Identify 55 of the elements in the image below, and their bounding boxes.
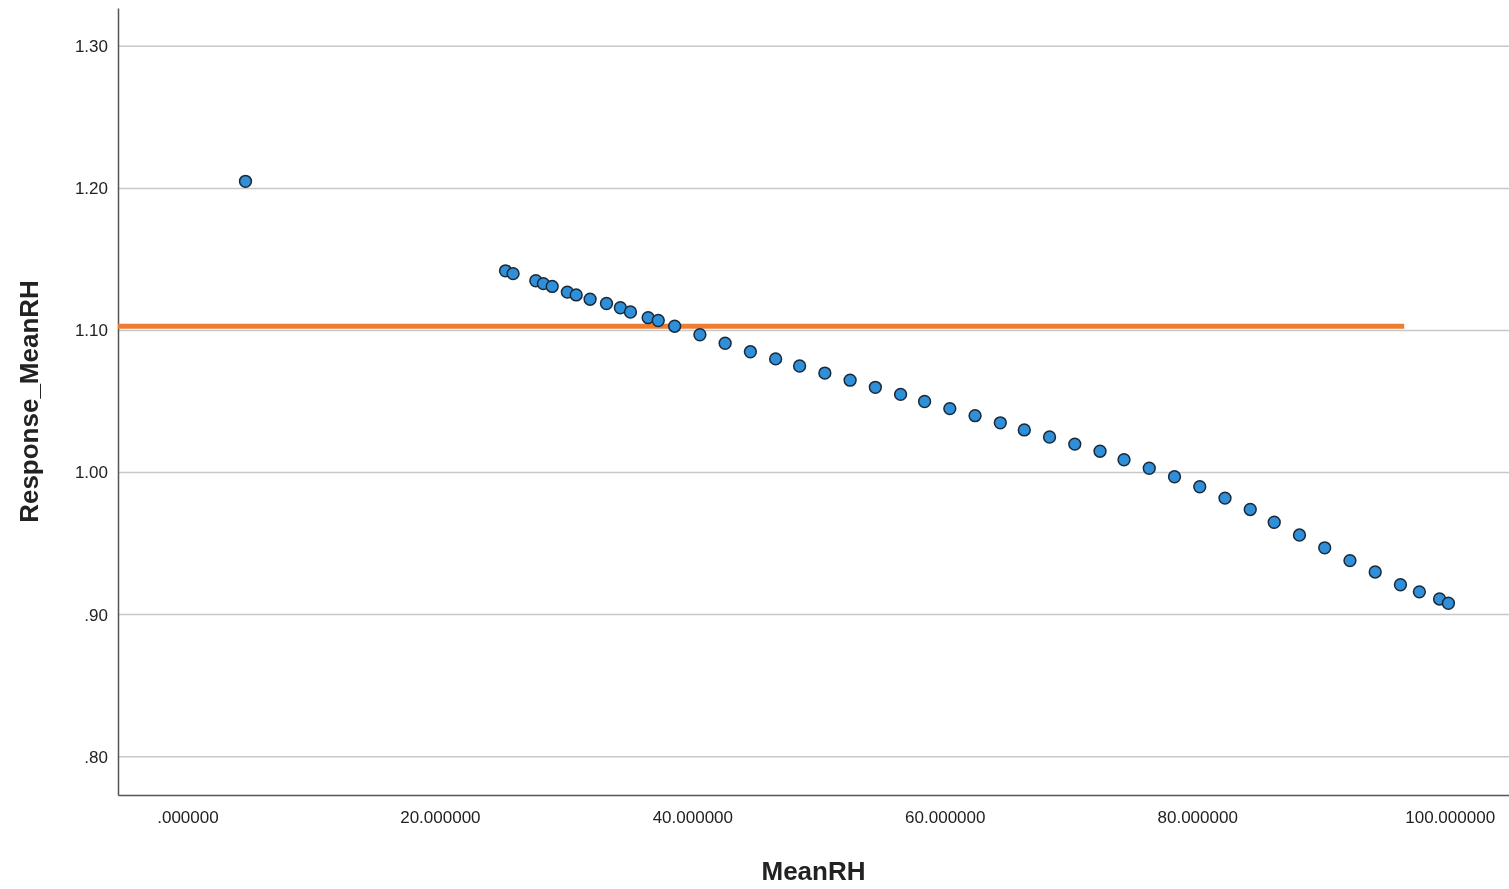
point bbox=[868, 380, 883, 394]
point bbox=[651, 313, 665, 328]
point bbox=[1068, 437, 1082, 451]
point bbox=[545, 279, 559, 294]
y-tick-label: 1.20 bbox=[74, 179, 108, 199]
point bbox=[1142, 461, 1156, 475]
y-tick-label: .90 bbox=[84, 605, 108, 625]
point bbox=[968, 409, 982, 423]
point bbox=[1243, 502, 1257, 517]
point bbox=[743, 345, 758, 359]
point bbox=[1167, 470, 1182, 484]
x-tick-label: .000000 bbox=[157, 808, 219, 828]
point bbox=[943, 401, 957, 416]
point bbox=[792, 359, 807, 373]
x-tick-label: 40.000000 bbox=[652, 808, 734, 828]
point bbox=[1368, 565, 1382, 579]
point bbox=[599, 296, 614, 311]
point bbox=[506, 266, 520, 281]
y-axis-title: Response_MeanRH bbox=[14, 280, 44, 523]
y-tick-label: .80 bbox=[84, 747, 108, 767]
y-tick-label: 1.30 bbox=[74, 37, 108, 57]
x-tick-label: 80.000000 bbox=[1157, 808, 1238, 828]
x-tick-label: 100.000000 bbox=[1405, 808, 1496, 828]
point bbox=[1441, 596, 1456, 610]
point bbox=[583, 292, 597, 306]
point bbox=[1393, 578, 1408, 592]
x-tick-label: 60.000000 bbox=[905, 808, 986, 828]
point bbox=[1412, 585, 1427, 599]
point bbox=[993, 416, 1007, 430]
point bbox=[1042, 430, 1057, 444]
point bbox=[718, 336, 732, 350]
point bbox=[613, 301, 628, 315]
point bbox=[1093, 444, 1107, 458]
point bbox=[569, 288, 583, 302]
point bbox=[1117, 453, 1131, 467]
point bbox=[818, 366, 832, 380]
y-tick-label: 1.00 bbox=[74, 463, 108, 483]
x-tick-label: 20.000000 bbox=[400, 808, 481, 828]
y-tick-label: 1.10 bbox=[74, 321, 108, 341]
point bbox=[1343, 553, 1357, 568]
point bbox=[1267, 515, 1281, 529]
point bbox=[1017, 423, 1031, 437]
point bbox=[843, 373, 857, 387]
point bbox=[917, 394, 932, 409]
point bbox=[238, 174, 253, 188]
point bbox=[623, 305, 638, 319]
point bbox=[1193, 480, 1207, 494]
point bbox=[1318, 541, 1332, 555]
point bbox=[768, 352, 783, 366]
point bbox=[893, 387, 908, 402]
point bbox=[1292, 528, 1307, 542]
point bbox=[1218, 491, 1232, 505]
x-axis-title: MeanRH bbox=[761, 856, 866, 886]
point bbox=[693, 328, 707, 342]
point bbox=[667, 319, 682, 333]
